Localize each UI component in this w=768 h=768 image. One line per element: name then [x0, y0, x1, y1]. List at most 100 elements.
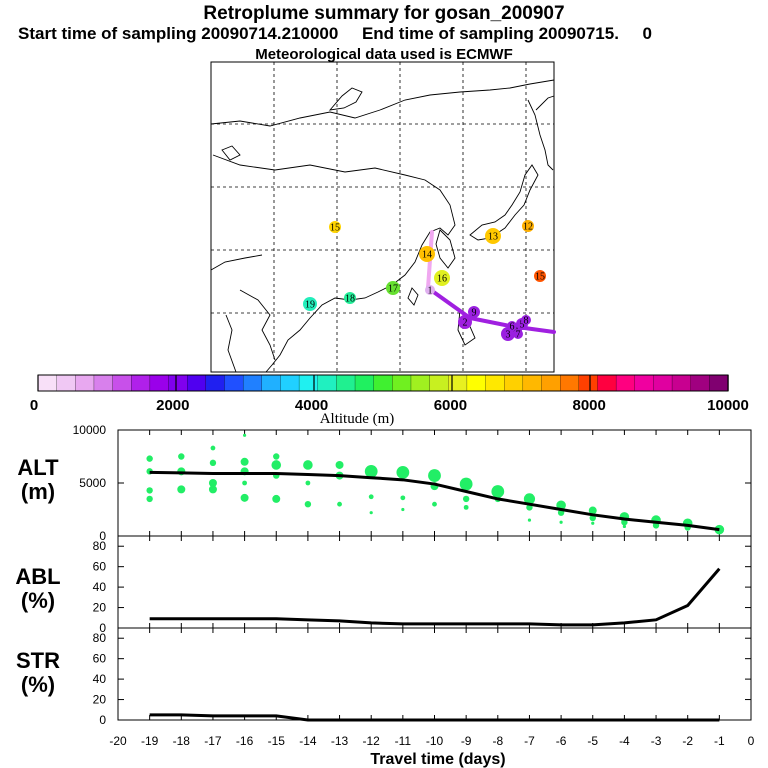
trajectory-far-segment [426, 286, 556, 334]
x-tick-label: -19 [141, 734, 159, 748]
colorbar-cell [261, 374, 282, 392]
y-tick-label: 60 [93, 560, 107, 574]
map-marker-label: 2 [463, 318, 468, 329]
abl-panel: 80 60 40 20 0 ABL(%) [15, 535, 752, 635]
map-markers: 151312141516171819123456789 [303, 220, 546, 341]
map-marker-label: 17 [388, 284, 398, 295]
map-marker-9 [303, 297, 317, 311]
x-tick-label: 0 [748, 734, 755, 748]
colorbar-cell [75, 374, 95, 392]
x-tick-label: -20 [109, 734, 127, 748]
y-tick-label: 20 [93, 601, 107, 615]
colorbar-tick-2000: 2000 [156, 397, 189, 414]
str-ylabel: (%) [21, 672, 55, 697]
alt-point [591, 521, 595, 525]
alt-point [208, 479, 217, 487]
map-marker-6 [434, 270, 450, 286]
colorbar-cell [354, 374, 375, 392]
x-tick-label: -9 [461, 734, 472, 748]
colorbar-cell [37, 374, 58, 392]
y-tick-label: 80 [93, 539, 107, 553]
met-data-source: Meteorological data used is ECMWF [255, 46, 513, 63]
colorbar-cell [597, 374, 617, 392]
colorbar-cell [224, 374, 244, 392]
map-marker-3 [522, 220, 534, 232]
colorbar-cell [131, 374, 151, 392]
travel-time-axis: -20 -19 -18 -17 -16 -15 -14 -13 -12 -11 -10 -9 -8 -7-… [109, 734, 754, 768]
str-ylabel: STR [16, 648, 60, 673]
alt-point [364, 464, 378, 478]
map-marker-label: 16 [437, 274, 447, 285]
y-tick-label: 40 [93, 672, 107, 686]
colorbar-cell [541, 374, 561, 392]
map-panel: 151312141516171819123456789 [210, 61, 556, 373]
colorbar-cell [671, 374, 692, 392]
x-tick-label: -1 [714, 734, 725, 748]
colorbar-cell [448, 374, 468, 392]
x-tick-label: -13 [331, 734, 349, 748]
map-marker-8 [344, 292, 356, 304]
alt-point [305, 480, 311, 486]
y-tick-label: 5000 [79, 476, 106, 490]
alt-point [462, 495, 470, 503]
map-marker-label: 14 [422, 250, 432, 261]
map-marker-15 [507, 321, 517, 331]
alt-point [273, 453, 280, 460]
x-tick-label: -14 [299, 734, 317, 748]
colorbar-cell [410, 374, 431, 392]
map-marker-2 [485, 228, 501, 244]
alt-point [491, 485, 505, 498]
x-tick-label: -8 [492, 734, 503, 748]
colorbar-cell [93, 374, 114, 392]
x-tick-label: -10 [426, 734, 444, 748]
abl-ylabel: ABL [15, 564, 60, 589]
map-marker-label: 7 [516, 330, 521, 341]
colorbar-cell [522, 374, 543, 392]
map-marker-10 [425, 285, 435, 295]
alt-point [523, 493, 536, 505]
x-tick-label: -16 [236, 734, 254, 748]
colorbar-cell [187, 374, 207, 392]
x-tick-label: -6 [556, 734, 567, 748]
alt-point [400, 495, 406, 501]
colorbar-cell [112, 374, 132, 392]
map-marker-18 [468, 306, 480, 318]
alt-point [303, 460, 313, 470]
alt-point [240, 457, 249, 466]
alt-point [622, 524, 627, 529]
colorbar-cell [205, 374, 226, 392]
colorbar-axis-label: Altitude (m) [320, 411, 395, 427]
map-marker-label: 6 [510, 322, 515, 333]
colorbar-cell [504, 374, 524, 392]
x-tick-label: -12 [363, 734, 381, 748]
map-marker-label: 15 [330, 223, 340, 234]
colorbar-cell [392, 374, 412, 392]
colorbar-tick-10000: 10000 [707, 397, 749, 414]
colorbar-cell [373, 374, 393, 392]
alt-point [272, 494, 281, 503]
colorbar-cell [242, 374, 263, 392]
x-axis-label: Travel time (days) [370, 751, 505, 768]
map-marker-1 [329, 221, 341, 233]
alt-point [335, 460, 344, 469]
map-marker-4 [419, 246, 435, 262]
y-tick-label: 80 [93, 631, 107, 645]
alt-panel: 10000 5000 0 ALT(m) [17, 423, 752, 543]
abl-line [149, 567, 721, 627]
map-marker-label: 9 [472, 308, 477, 319]
colorbar-cell [560, 374, 580, 392]
x-tick-label: -5 [587, 734, 598, 748]
map-marker-label: 8 [524, 316, 529, 327]
colorbar-cell [485, 374, 505, 392]
alt-point [271, 460, 282, 470]
alt-point [146, 495, 153, 503]
alt-point [527, 518, 532, 522]
x-tick-label: -17 [204, 734, 222, 748]
colorbar-cell [280, 374, 300, 392]
map-marker-label: 12 [523, 222, 533, 233]
map-marker-label: 1 [428, 286, 433, 297]
coastlines [210, 79, 555, 373]
alt-line [149, 470, 720, 532]
map-marker-label: 18 [345, 294, 355, 305]
